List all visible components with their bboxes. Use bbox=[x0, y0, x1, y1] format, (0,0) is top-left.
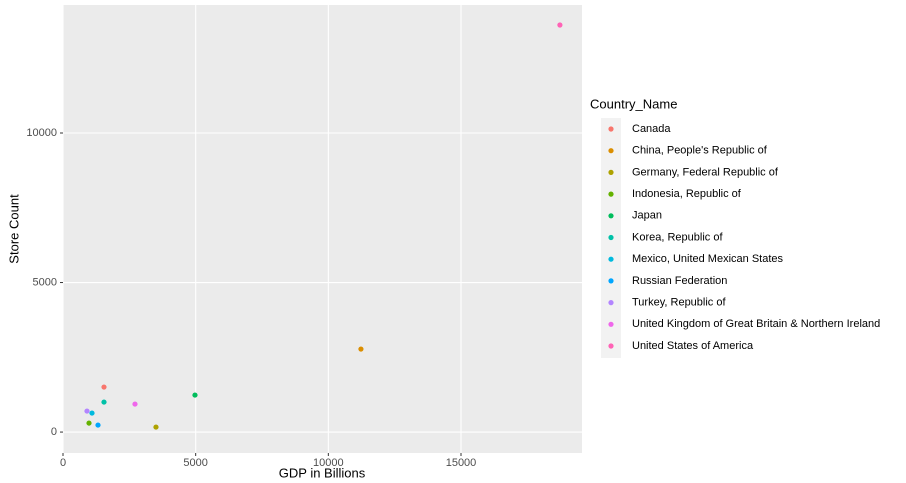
legend-label: Russian Federation bbox=[632, 275, 727, 287]
legend-label: United Kingdom of Great Britain & Northe… bbox=[632, 318, 880, 330]
legend-label: Japan bbox=[632, 210, 662, 222]
legend-key bbox=[608, 256, 614, 262]
point bbox=[132, 401, 138, 407]
x-axis-title: GDP in Billions bbox=[279, 465, 366, 480]
x-tick-label: 0 bbox=[60, 457, 66, 469]
y-axis-title: Store Count bbox=[6, 194, 21, 264]
point bbox=[95, 422, 101, 428]
x-tick-label: 15000 bbox=[446, 457, 477, 469]
legend-label: Germany, Federal Republic of bbox=[632, 166, 779, 178]
point bbox=[86, 420, 92, 426]
y-tick-label: 5000 bbox=[33, 276, 57, 288]
x-tick-label: 10000 bbox=[313, 457, 344, 469]
legend-key bbox=[608, 300, 614, 306]
legend-key bbox=[608, 148, 614, 154]
legend-label: Korea, Republic of bbox=[632, 231, 723, 243]
y-tick-label: 10000 bbox=[26, 127, 57, 139]
x-tick-label: 5000 bbox=[183, 457, 207, 469]
legend-label: China, People's Republic of bbox=[632, 145, 768, 157]
legend-label: Mexico, United Mexican States bbox=[632, 253, 784, 265]
point bbox=[101, 384, 107, 390]
point bbox=[192, 392, 198, 398]
point bbox=[557, 22, 563, 28]
point bbox=[101, 399, 107, 405]
legend-key bbox=[608, 126, 614, 132]
point bbox=[84, 408, 90, 414]
legend-key bbox=[608, 169, 614, 175]
point bbox=[153, 424, 159, 430]
legend-label: Indonesia, Republic of bbox=[632, 188, 742, 200]
legend-label: United States of America bbox=[632, 340, 754, 352]
legend-key bbox=[608, 343, 614, 349]
legend-key bbox=[608, 191, 614, 197]
legend-label: Turkey, Republic of bbox=[632, 297, 726, 309]
point bbox=[358, 346, 364, 352]
plot-panel bbox=[63, 5, 582, 453]
legend-key bbox=[608, 278, 614, 284]
legend-label: Canada bbox=[632, 123, 671, 135]
legend-key bbox=[608, 234, 614, 241]
legend-key bbox=[608, 321, 614, 327]
point bbox=[89, 410, 95, 416]
y-tick-label: 0 bbox=[51, 426, 57, 438]
legend-title: Country_Name bbox=[590, 96, 677, 111]
legend-key bbox=[608, 213, 614, 219]
